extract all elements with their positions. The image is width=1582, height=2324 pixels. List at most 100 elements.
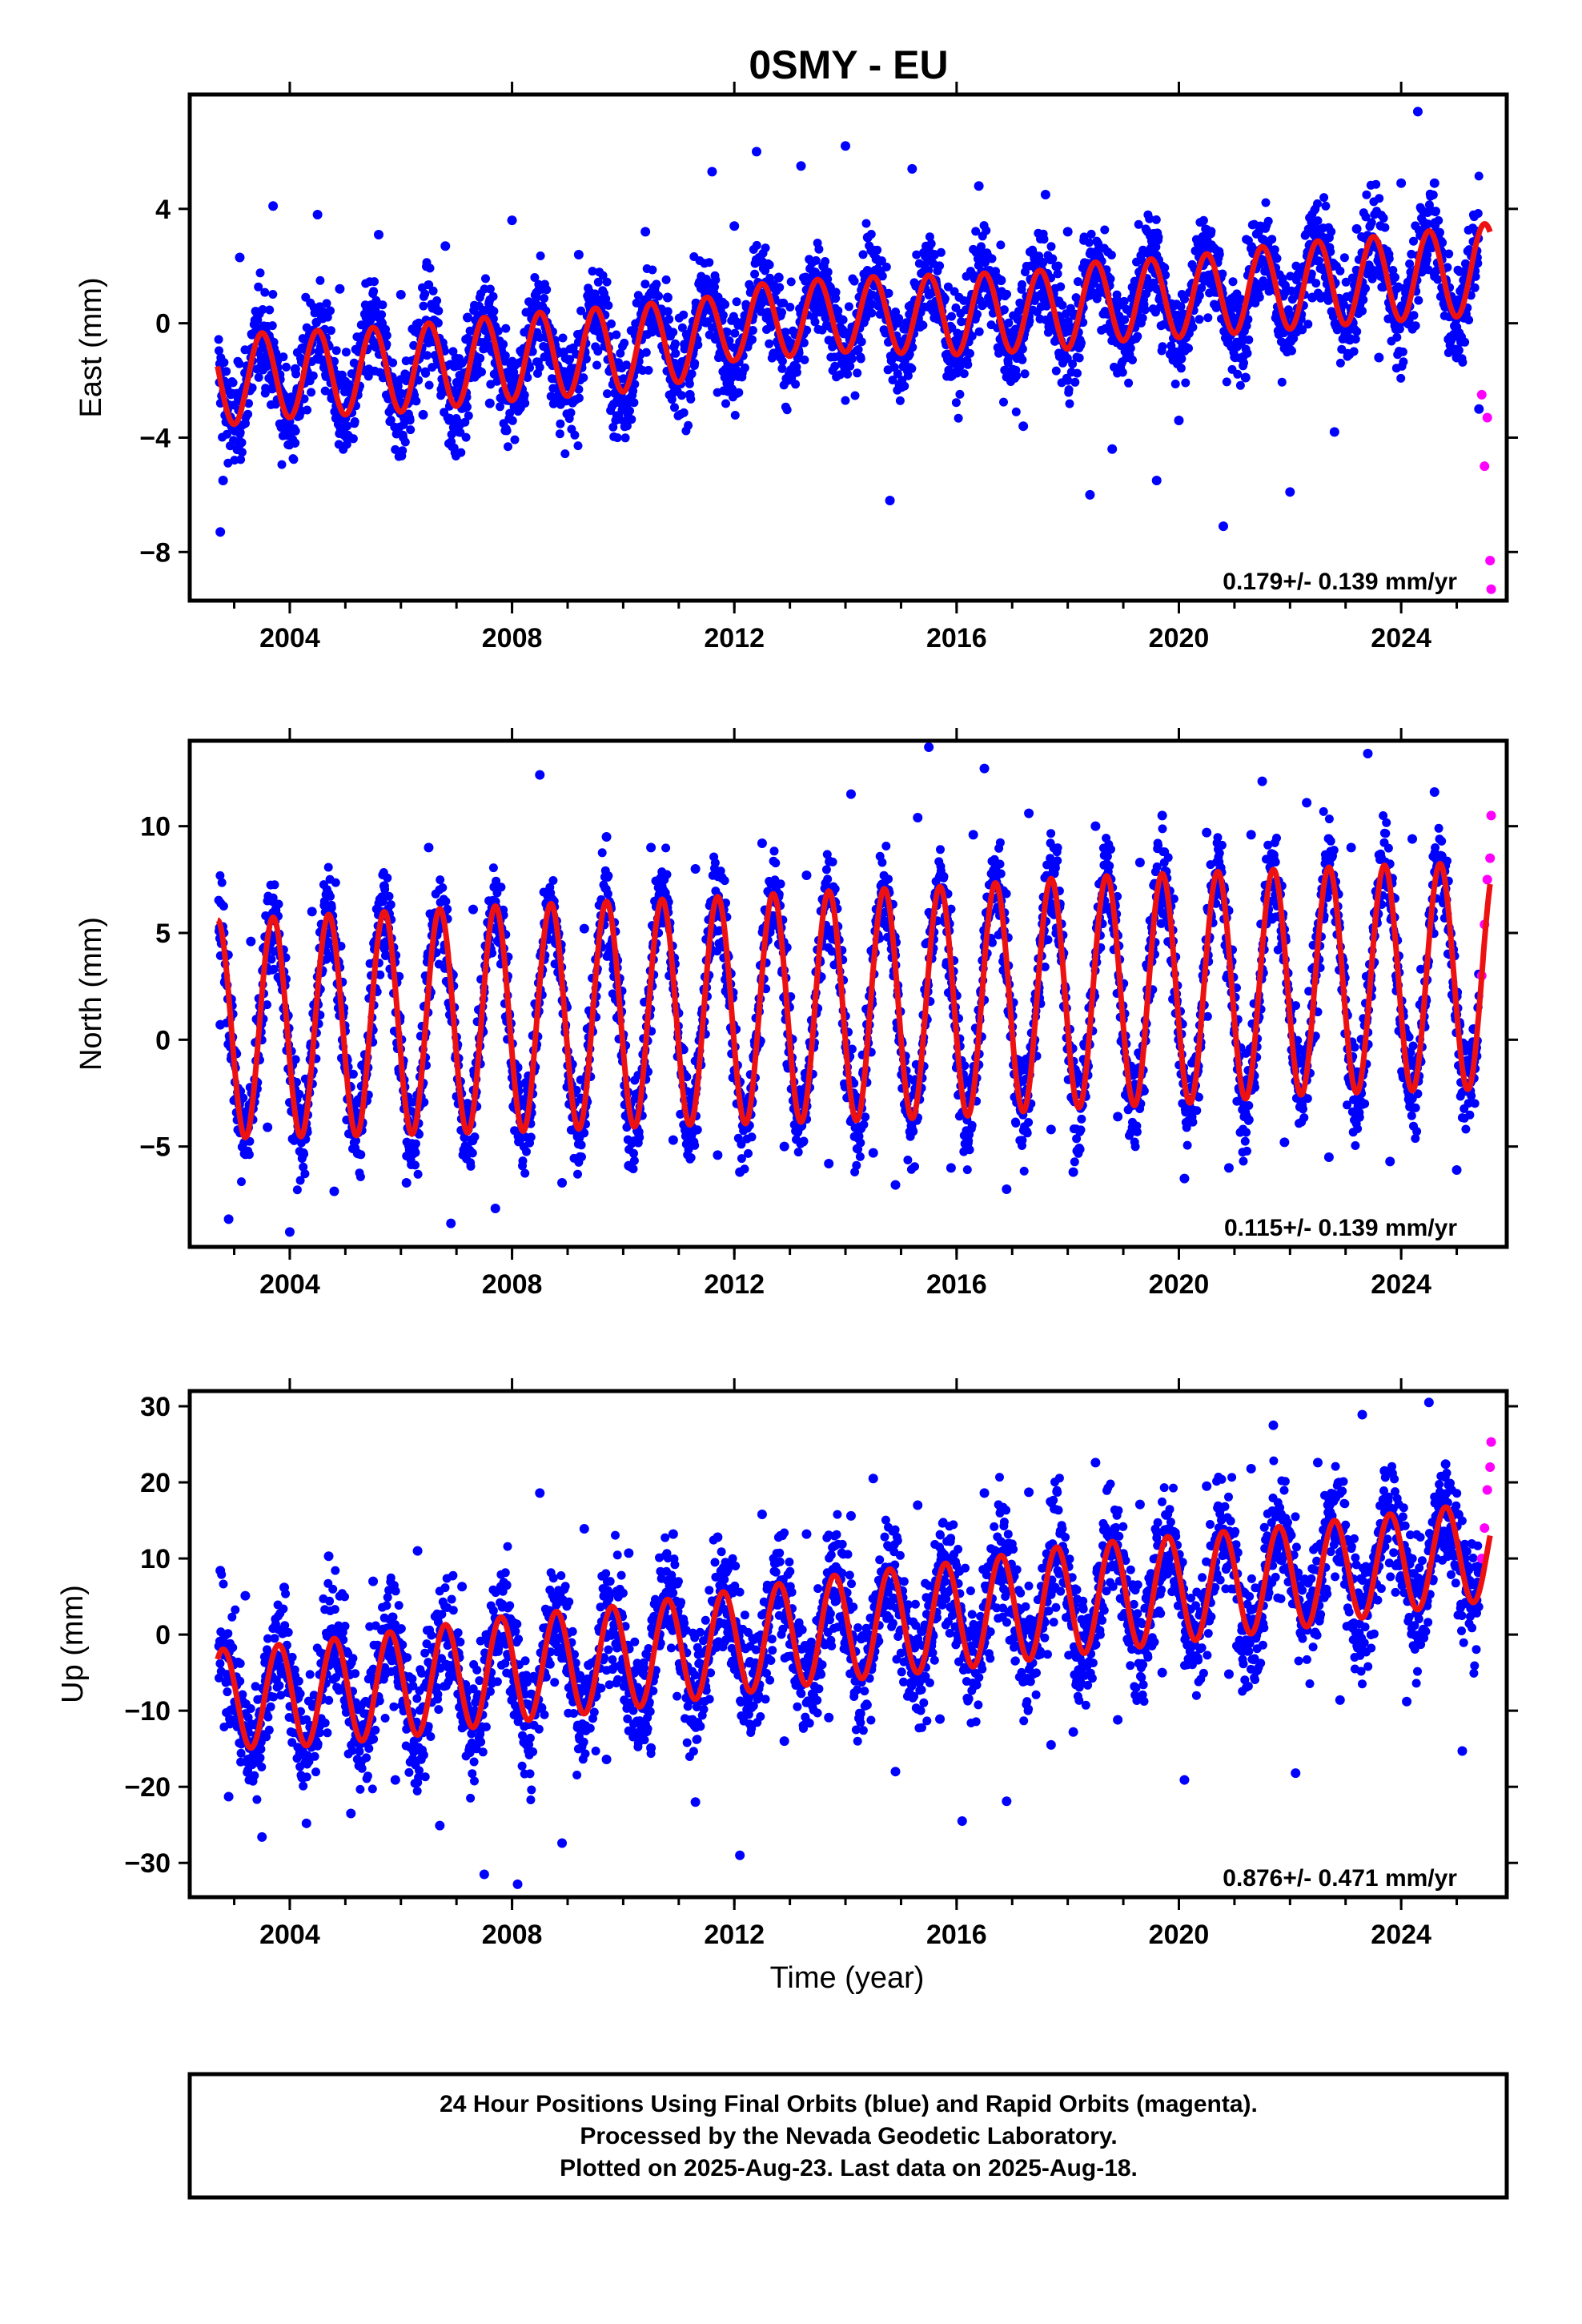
east-final-orbit-point (342, 440, 351, 449)
east-y-tick-label: −4 (139, 423, 171, 453)
east-final-orbit-point (781, 328, 790, 337)
north-final-orbit-point (356, 1150, 366, 1160)
east-x-tick-label: 2020 (1149, 623, 1210, 653)
east-final-orbit-point (765, 339, 774, 348)
east-final-orbit-point (552, 396, 562, 406)
east-final-orbit-point (907, 364, 917, 373)
east-final-orbit-point (593, 277, 603, 287)
east-final-orbit-point (501, 324, 511, 333)
east-x-tick-label: 2016 (926, 623, 987, 653)
east-final-orbit-point (1335, 266, 1345, 275)
east-final-orbit-point (235, 252, 245, 263)
north-final-orbit-point (686, 1153, 696, 1163)
east-final-orbit-point (1188, 323, 1198, 332)
east-final-orbit-point (900, 381, 909, 391)
east-final-orbit-point (1004, 318, 1014, 328)
east-final-orbit-point (279, 352, 288, 362)
east-final-orbit-point (1313, 216, 1323, 226)
east-final-orbit-point (574, 384, 584, 394)
east-final-orbit-point (648, 265, 657, 275)
east-final-orbit-point (289, 455, 299, 464)
east-final-orbit-point (667, 395, 677, 404)
east-final-orbit-point (857, 337, 866, 347)
north-final-orbit-point (413, 1169, 423, 1179)
east-final-orbit-point (282, 362, 291, 372)
north-final-orbit-point (267, 955, 276, 964)
north-final-orbit-point (576, 1140, 586, 1150)
east-final-orbit-point (1270, 245, 1279, 255)
east-final-orbit-point (1106, 274, 1115, 283)
north-final-orbit-point (441, 897, 451, 907)
east-final-orbit-point (520, 399, 530, 408)
north-final-orbit-point (383, 873, 392, 883)
east-final-orbit-point (1077, 338, 1086, 348)
east-final-orbit-point (456, 428, 465, 437)
east-final-orbit-point (464, 411, 473, 420)
east-final-orbit-point (888, 376, 897, 384)
east-final-orbit-point (528, 347, 537, 356)
east-final-orbit-point (581, 354, 591, 364)
east-final-orbit-point (959, 369, 969, 379)
east-final-orbit-point (1211, 303, 1221, 312)
east-final-orbit-point (677, 391, 686, 400)
north-final-orbit-point (690, 1140, 700, 1150)
east-final-orbit-point (1398, 347, 1407, 356)
east-final-orbit-point (1314, 256, 1323, 266)
east-final-orbit-point (954, 413, 963, 423)
east-final-orbit-point (814, 244, 824, 254)
east-final-orbit-point (1326, 247, 1335, 256)
chart-title: 0SMY - EU (749, 42, 948, 87)
east-final-orbit-point (740, 363, 749, 372)
east-final-orbit-point (291, 438, 300, 448)
east-final-orbit-point (1428, 190, 1438, 199)
east-final-orbit-point (730, 411, 740, 420)
east-final-orbit-point (1409, 311, 1419, 320)
east-final-orbit-point (947, 323, 957, 332)
east-final-orbit-point (414, 376, 424, 385)
east-final-orbit-point (996, 275, 1006, 286)
east-final-orbit-point (690, 359, 700, 368)
east-final-orbit-point (1429, 178, 1439, 188)
east-final-orbit-point (406, 425, 416, 435)
east-final-orbit-point (1053, 269, 1062, 279)
east-final-orbit-point (792, 368, 801, 377)
east-final-orbit-point (963, 360, 973, 369)
east-final-orbit-point (405, 416, 415, 425)
east-final-orbit-point (574, 393, 584, 403)
east-final-orbit-point (440, 241, 451, 251)
east-final-orbit-point (1181, 378, 1191, 388)
north-final-orbit-point (270, 880, 279, 890)
east-final-orbit-point (711, 275, 721, 284)
east-final-orbit-point (422, 351, 432, 360)
east-final-orbit-point (786, 277, 796, 287)
east-final-orbit-point (1474, 171, 1484, 181)
east-final-orbit-point (1392, 332, 1402, 342)
east-final-orbit-point (847, 354, 857, 364)
east-final-orbit-point (849, 276, 859, 286)
east-final-orbit-point (775, 283, 785, 292)
east-final-orbit-point (303, 405, 312, 415)
east-final-orbit-point (1470, 283, 1480, 292)
east-final-orbit-point (628, 386, 638, 396)
east-final-orbit-point (508, 416, 517, 425)
east-final-orbit-point (1138, 313, 1147, 323)
east-final-orbit-point (912, 250, 921, 259)
east-final-orbit-point (971, 227, 981, 236)
east-final-orbit-point (693, 340, 703, 350)
east-final-orbit-point (679, 310, 689, 320)
north-final-orbit-point (526, 1132, 536, 1142)
east-final-orbit-point (488, 314, 498, 324)
east-final-orbit-point (779, 298, 789, 308)
east-final-orbit-point (530, 273, 540, 282)
north-final-orbit-point (299, 1149, 309, 1159)
east-final-orbit-point (940, 294, 950, 304)
east-final-orbit-point (343, 421, 352, 431)
east-final-orbit-point (237, 448, 247, 457)
east-final-orbit-point (670, 403, 679, 412)
east-final-orbit-point (1174, 416, 1184, 426)
east-final-orbit-point (1177, 354, 1186, 364)
east-final-orbit-point (391, 444, 400, 454)
east-final-orbit-point (377, 310, 387, 320)
east-final-orbit-point (235, 359, 244, 368)
east-final-orbit-point (625, 406, 634, 416)
